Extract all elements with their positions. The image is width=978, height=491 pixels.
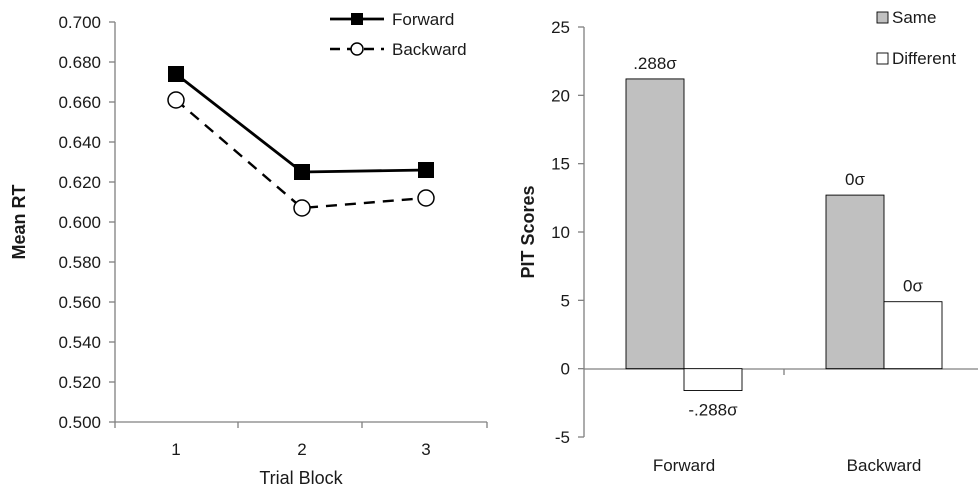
- line-chart-y-tick-label: 0.600: [58, 213, 101, 232]
- data-point-backward: [417, 189, 435, 207]
- legend-different-label: Different: [892, 49, 956, 68]
- legend-item-forward: Forward: [330, 10, 454, 29]
- line-chart-y-tick-label: 0.500: [58, 413, 101, 432]
- legend-forward-square-icon: [351, 13, 363, 25]
- line-chart-y-tick-label: 0.620: [58, 173, 101, 192]
- series-line-forward: [175, 72, 427, 174]
- bar-chart-y-tick-label: -5: [555, 428, 570, 447]
- data-point-backward: [167, 91, 185, 109]
- bar-different-forward: [683, 368, 743, 391]
- data-point-forward: [294, 164, 310, 180]
- bar-chart-bars: .288σ 0σ -.288σ 0σ: [625, 54, 943, 420]
- bar-chart-y-axis-title: PIT Scores: [518, 185, 538, 278]
- legend-same-label: Same: [892, 8, 936, 27]
- data-point-forward: [418, 162, 434, 178]
- data-point-backward: [293, 199, 311, 217]
- bar-chart-y-ticks: 25 20 15 10 5 0 -5: [551, 18, 584, 447]
- legend-forward-label: Forward: [392, 10, 454, 29]
- line-chart-y-ticks: 0.700 0.680 0.660 0.640 0.620 0.600 0.580 0.560…: [58, 13, 115, 432]
- line-chart-x-tick-label: 2: [297, 440, 306, 459]
- line-chart: 0.700 0.680 0.660 0.640 0.620 0.600 0.580 0.560…: [9, 10, 488, 488]
- line-chart-y-tick-label: 0.700: [58, 13, 101, 32]
- legend-item-backward: Backward: [330, 40, 467, 59]
- bar-chart-y-tick-label: 0: [561, 360, 570, 379]
- bar-chart-y-tick-label: 25: [551, 18, 570, 37]
- line-chart-legend: Forward Backward: [330, 10, 467, 59]
- legend-same-swatch-icon: [876, 11, 889, 24]
- line-chart-y-axis-title: Mean RT: [9, 184, 29, 259]
- line-chart-x-tick-label: 1: [171, 440, 180, 459]
- legend-backward-label: Backward: [392, 40, 467, 59]
- bar-chart-legend: Same Different: [876, 8, 956, 68]
- legend-item-different: Different: [876, 49, 956, 68]
- bar-chart-x-tick-label: Backward: [847, 456, 922, 475]
- line-chart-x-axis-title: Trial Block: [259, 468, 343, 488]
- line-chart-x-tick-label: 3: [421, 440, 430, 459]
- bar-chart-x-ticks: Forward Backward: [653, 369, 922, 475]
- bar-different-backward: [883, 301, 943, 370]
- bar-data-label: -.288σ: [688, 401, 738, 420]
- bar-data-label: .288σ: [633, 54, 677, 73]
- line-chart-y-tick-label: 0.680: [58, 53, 101, 72]
- line-chart-y-tick-label: 0.580: [58, 253, 101, 272]
- bar-same-backward: [825, 194, 885, 370]
- line-chart-y-tick-label: 0.540: [58, 333, 101, 352]
- bar-same-forward: [625, 78, 685, 370]
- bar-chart-x-tick-label: Forward: [653, 456, 715, 475]
- legend-backward-circle-icon: [350, 42, 364, 56]
- data-point-forward: [168, 66, 184, 82]
- bar-chart-y-tick-label: 5: [561, 291, 570, 310]
- bar-data-label: 0σ: [845, 170, 865, 189]
- bar-chart-y-tick-label: 15: [551, 155, 570, 174]
- line-chart-y-tick-label: 0.660: [58, 93, 101, 112]
- line-chart-y-tick-label: 0.640: [58, 133, 101, 152]
- legend-different-swatch-icon: [876, 52, 889, 65]
- legend-item-same: Same: [876, 8, 936, 27]
- line-chart-y-tick-label: 0.520: [58, 373, 101, 392]
- bar-data-label: 0σ: [903, 277, 923, 296]
- line-chart-series: [167, 66, 435, 217]
- line-chart-x-ticks: 1 2 3: [114, 422, 488, 459]
- series-line-backward: [175, 99, 427, 210]
- bar-chart-y-tick-label: 10: [551, 223, 570, 242]
- bar-chart-y-tick-label: 20: [551, 86, 570, 105]
- line-chart-y-tick-label: 0.560: [58, 293, 101, 312]
